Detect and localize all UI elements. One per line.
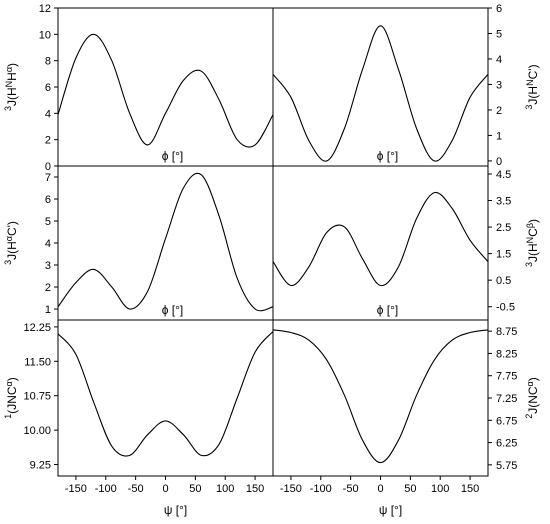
x-tick-label: -50 <box>128 483 144 495</box>
x-tick-label: 100 <box>431 483 449 495</box>
x-axis-label: ψ [°] <box>164 503 187 517</box>
y-tick-label: 6.75 <box>496 415 517 427</box>
y-tick-label: 6 <box>496 3 502 15</box>
y-tick-label: 5 <box>496 28 502 40</box>
y-tick-label: 0 <box>496 156 502 168</box>
x-tick-label: -50 <box>343 483 359 495</box>
y-tick-label: 12 <box>39 3 51 15</box>
y-tick-label: 10.00 <box>23 425 51 437</box>
y-tick-label: 8 <box>45 56 51 68</box>
series-line <box>272 329 489 464</box>
panel-frame <box>57 319 274 477</box>
panel-x-label: ϕ [°] <box>377 149 399 163</box>
y-tick-label: 3.5 <box>496 196 511 208</box>
series-line <box>272 191 489 287</box>
y-tick-label: 1 <box>496 130 502 142</box>
y-tick-label: -0.5 <box>496 302 515 314</box>
y-tick-label: 8.25 <box>496 348 517 360</box>
panel-frame <box>272 7 489 167</box>
y-axis-label: 3J(HNHα) <box>3 63 19 111</box>
y-tick-label: 0 <box>45 161 51 173</box>
x-tick-label: -100 <box>310 483 332 495</box>
panel-frame <box>57 165 274 321</box>
panel-frame <box>272 165 489 321</box>
y-tick-label: 2.5 <box>496 222 511 234</box>
y-tick-label: 2 <box>496 105 502 117</box>
x-tick-label: 50 <box>189 483 201 495</box>
y-tick-label: 3 <box>45 260 51 272</box>
x-tick-label: 50 <box>404 483 416 495</box>
y-tick-label: 9.25 <box>30 460 51 472</box>
x-tick-label: 100 <box>216 483 234 495</box>
y-tick-label: 8.75 <box>496 326 517 338</box>
panel-frame <box>57 7 274 167</box>
x-tick-label: 150 <box>461 483 479 495</box>
y-tick-label: 10.75 <box>23 391 51 403</box>
series-line <box>272 25 489 162</box>
series-line <box>57 172 274 312</box>
panel-bottom-right: 5.75 6.25 6.75 7.25 7.75 8.25 8.75 -150 -100 -50 0… <box>272 319 540 517</box>
panel-middle-right: -0.5 0.5 1.5 2.5 3.5 4.5 ϕ [°] 3J(HNCβ) <box>272 165 540 321</box>
y-tick-label: 7.75 <box>496 371 517 383</box>
y-tick-label: 10 <box>39 29 51 41</box>
y-tick-label: 11.50 <box>24 356 51 368</box>
y-tick-label: 1.5 <box>496 249 511 261</box>
y-axis-label: 3J(HNCβ) <box>524 219 540 267</box>
panel-x-label: ϕ [°] <box>162 303 184 317</box>
panel-x-label: ϕ [°] <box>377 303 399 317</box>
y-tick-label: 4 <box>496 54 502 66</box>
y-tick-label: 4.5 <box>496 169 511 181</box>
y-tick-label: 6.25 <box>496 438 517 450</box>
y-tick-label: 2 <box>45 135 51 147</box>
y-tick-label: 7.25 <box>496 393 517 405</box>
panel-x-label: ϕ [°] <box>162 149 184 163</box>
panel-middle-left: 1 2 3 4 5 6 7 ϕ [°] 3J(HαC') <box>3 165 274 321</box>
panel-frame <box>272 319 489 477</box>
y-tick-label: 3 <box>496 79 502 91</box>
panel-top-right: 0 1 2 3 4 5 6 ϕ [°] 3J(HNC') <box>272 3 540 168</box>
y-axis-label: 3J(HNC') <box>524 64 540 109</box>
panel-top-left: 0 2 4 6 8 10 12 ϕ [°] 3J(HNHα) <box>3 3 274 173</box>
y-tick-label: 6 <box>45 82 51 94</box>
x-axis-label: ψ [°] <box>379 503 402 517</box>
y-tick-label: 5.75 <box>496 460 517 472</box>
y-axis-label: 1(JNCα) <box>3 377 19 419</box>
y-axis-label: 3J(HαC') <box>3 221 19 265</box>
y-tick-label: 4 <box>45 238 51 250</box>
y-tick-label: 4 <box>45 108 51 120</box>
y-tick-label: 5 <box>45 216 51 228</box>
x-tick-label: 0 <box>162 483 168 495</box>
series-line <box>57 331 274 457</box>
y-tick-label: 1 <box>45 304 51 316</box>
series-line <box>57 33 274 148</box>
y-tick-label: 7 <box>45 172 51 184</box>
x-tick-label: 0 <box>377 483 383 495</box>
y-tick-label: 12.25 <box>23 322 51 334</box>
y-tick-label: 6 <box>45 194 51 206</box>
x-tick-label: -100 <box>95 483 117 495</box>
x-tick-label: -150 <box>65 483 87 495</box>
y-tick-label: 0.5 <box>496 275 511 287</box>
panel-bottom-left: 9.25 10.00 10.75 11.50 12.25 -150 -100 -50 0 50 10… <box>3 319 274 517</box>
x-tick-label: -150 <box>280 483 302 495</box>
y-tick-label: 2 <box>45 282 51 294</box>
y-axis-label: 2J(NCα) <box>524 377 540 419</box>
x-tick-label: 150 <box>246 483 264 495</box>
